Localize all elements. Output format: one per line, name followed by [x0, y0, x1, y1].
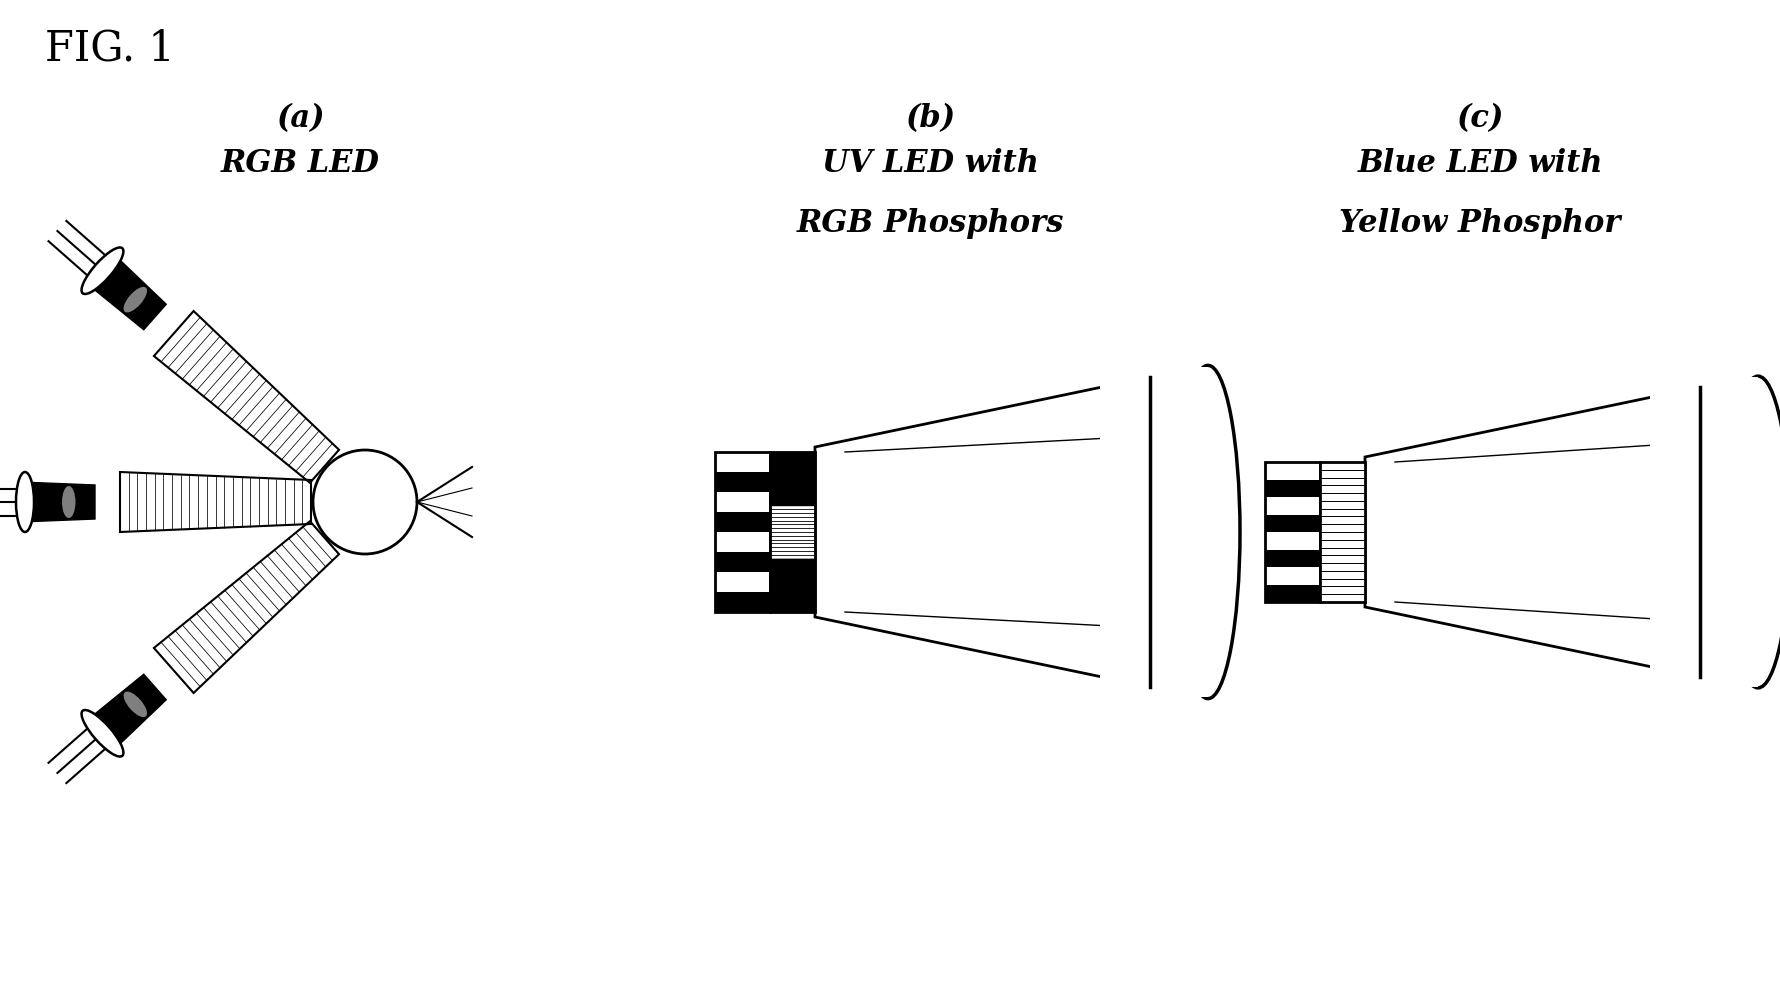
Polygon shape [85, 254, 166, 331]
Ellipse shape [1725, 377, 1780, 688]
Ellipse shape [62, 487, 75, 518]
Bar [714, 512, 769, 532]
Polygon shape [153, 312, 338, 483]
Polygon shape [119, 473, 312, 532]
Bar [1264, 463, 1319, 602]
Text: FIG. 1: FIG. 1 [44, 28, 174, 70]
Text: RGB LED: RGB LED [221, 148, 379, 178]
Bar [769, 559, 815, 612]
Bar [1319, 463, 1363, 602]
Circle shape [313, 451, 417, 554]
Bar [714, 453, 769, 473]
Bar [769, 453, 815, 506]
Text: (c): (c) [1456, 103, 1502, 134]
Bar [714, 453, 769, 612]
Bar [1264, 480, 1319, 498]
Bar [1264, 498, 1319, 515]
Ellipse shape [82, 248, 123, 295]
Ellipse shape [82, 710, 123, 757]
Bar [769, 506, 815, 559]
Text: UV LED with: UV LED with [821, 148, 1038, 178]
Bar [769, 453, 815, 612]
Bar [1264, 585, 1319, 602]
Bar [714, 493, 769, 512]
Bar [1264, 567, 1319, 585]
Ellipse shape [1175, 366, 1239, 699]
Text: Yellow Phosphor: Yellow Phosphor [1339, 207, 1620, 238]
Bar [714, 552, 769, 572]
Ellipse shape [16, 473, 34, 532]
Bar [714, 532, 769, 552]
Bar [1648, 378, 1757, 687]
Polygon shape [815, 378, 1150, 687]
Bar [1100, 368, 1207, 697]
Polygon shape [85, 674, 166, 752]
Bar [1264, 532, 1319, 550]
Bar [714, 473, 769, 493]
Ellipse shape [123, 691, 148, 717]
Ellipse shape [123, 288, 148, 314]
Bar [714, 592, 769, 612]
Bar [714, 572, 769, 592]
Polygon shape [1363, 388, 1700, 677]
Text: (b): (b) [904, 103, 954, 134]
Polygon shape [153, 522, 338, 693]
Polygon shape [20, 483, 94, 522]
Bar [1264, 463, 1319, 480]
Text: RGB Phosphors: RGB Phosphors [796, 207, 1063, 238]
Text: (a): (a) [276, 103, 324, 134]
Text: Blue LED with: Blue LED with [1356, 148, 1602, 178]
Bar [1264, 550, 1319, 567]
Bar [1264, 515, 1319, 532]
